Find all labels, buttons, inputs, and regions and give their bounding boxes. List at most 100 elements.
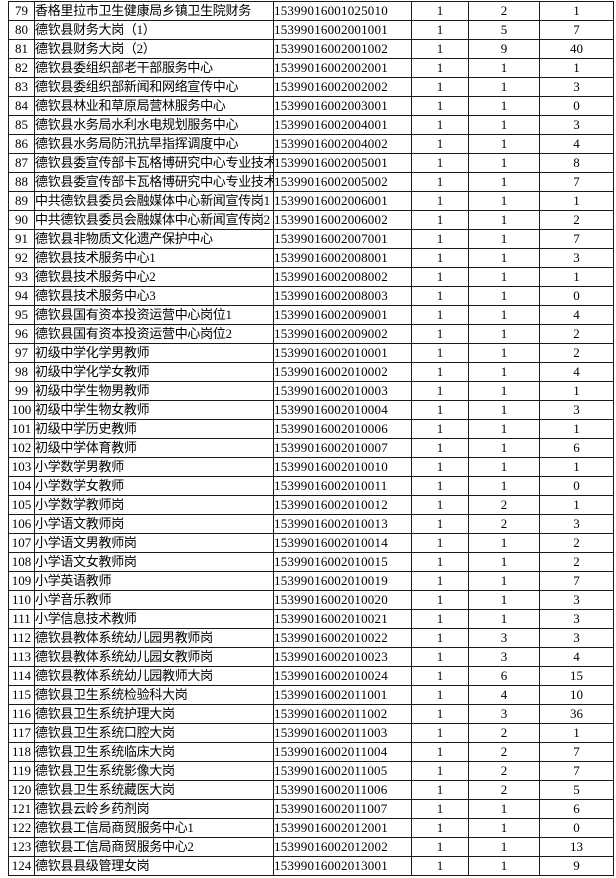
value1-cell: 1 (411, 514, 469, 534)
position-name-cell: 小学信息技术教师 (34, 609, 274, 629)
value1-cell: 1 (411, 210, 469, 230)
row-number-cell: 97 (8, 343, 35, 363)
value1-cell: 1 (411, 628, 469, 648)
row-number-cell: 85 (8, 115, 35, 135)
row-number-cell: 117 (8, 723, 35, 743)
position-name-cell: 初级中学生物女教师 (34, 400, 274, 420)
value2-cell: 2 (468, 1, 540, 21)
row-number-cell: 80 (8, 20, 35, 40)
position-code-cell: 15399016002001002 (273, 39, 412, 59)
value1-cell: 1 (411, 115, 469, 135)
position-code-cell: 15399016002004002 (273, 134, 412, 154)
row-number-cell: 118 (8, 742, 35, 762)
value1-cell: 1 (411, 134, 469, 154)
value3-cell: 2 (539, 533, 614, 553)
row-number-cell: 124 (8, 856, 35, 876)
value1-cell: 1 (411, 77, 469, 97)
value3-cell: 1 (539, 191, 614, 211)
value3-cell: 7 (539, 172, 614, 192)
position-name-cell: 德钦县非物质文化遗产保护中心 (34, 229, 274, 249)
value3-cell: 3 (539, 514, 614, 534)
position-name-cell: 德钦县财务大岗（1） (34, 20, 274, 40)
value2-cell: 4 (468, 685, 540, 705)
position-code-cell: 15399016002010021 (273, 609, 412, 629)
value1-cell: 1 (411, 362, 469, 382)
value1-cell: 1 (411, 457, 469, 477)
row-number-cell: 86 (8, 134, 35, 154)
value2-cell: 1 (468, 400, 540, 420)
value2-cell: 2 (468, 723, 540, 743)
position-code-cell: 15399016002010020 (273, 590, 412, 610)
value2-cell: 1 (468, 324, 540, 344)
table-row: 117 德钦县卫生系统口腔大岗 15399016002011003 1 2 1 (8, 723, 614, 743)
position-code-cell: 15399016002008003 (273, 286, 412, 306)
position-table-body: 79 香格里拉市卫生健康局乡镇卫生院财务 15399016001025010 1… (8, 1, 614, 876)
table-row: 95 德钦县国有资本投资运营中心岗位1 15399016002009001 1 … (8, 305, 614, 325)
position-name-cell: 德钦县卫生系统藏医大岗 (34, 780, 274, 800)
position-name-cell: 小学语文男教师岗 (34, 533, 274, 553)
position-code-cell: 15399016002011007 (273, 799, 412, 819)
table-row: 116 德钦县卫生系统护理大岗 15399016002011002 1 3 36 (8, 704, 614, 724)
value3-cell: 6 (539, 438, 614, 458)
value1-cell: 1 (411, 742, 469, 762)
value1-cell: 1 (411, 20, 469, 40)
row-number-cell: 99 (8, 381, 35, 401)
value3-cell: 0 (539, 286, 614, 306)
table-row: 92 德钦县技术服务中心1 15399016002008001 1 1 3 (8, 248, 614, 268)
value1-cell: 1 (411, 343, 469, 363)
value3-cell: 1 (539, 1, 614, 21)
value2-cell: 3 (468, 647, 540, 667)
row-number-cell: 96 (8, 324, 35, 344)
value3-cell: 3 (539, 400, 614, 420)
position-name-cell: 德钦县工信局商贸服务中心2 (34, 837, 274, 857)
position-code-cell: 15399016002006002 (273, 210, 412, 230)
table-row: 86 德钦县水务局防汛抗旱指挥调度中心 15399016002004002 1 … (8, 134, 614, 154)
row-number-cell: 108 (8, 552, 35, 572)
value2-cell: 3 (468, 704, 540, 724)
row-number-cell: 106 (8, 514, 35, 534)
position-name-cell: 德钦县林业和草原局营林服务中心 (34, 96, 274, 116)
table-row: 102 初级中学体育教师 15399016002010007 1 1 6 (8, 438, 614, 458)
position-name-cell: 初级中学化学女教师 (34, 362, 274, 382)
position-code-cell: 15399016002002001 (273, 58, 412, 78)
row-number-cell: 114 (8, 666, 35, 686)
position-name-cell: 德钦县财务大岗（2） (34, 39, 274, 59)
value2-cell: 5 (468, 20, 540, 40)
row-number-cell: 112 (8, 628, 35, 648)
table-row: 96 德钦县国有资本投资运营中心岗位2 15399016002009002 1 … (8, 324, 614, 344)
value1-cell: 1 (411, 571, 469, 591)
value2-cell: 9 (468, 39, 540, 59)
value3-cell: 10 (539, 685, 614, 705)
value1-cell: 1 (411, 685, 469, 705)
row-number-cell: 123 (8, 837, 35, 857)
value2-cell: 1 (468, 191, 540, 211)
table-row: 106 小学语文教师岗 15399016002010013 1 2 3 (8, 514, 614, 534)
value3-cell: 13 (539, 837, 614, 857)
position-code-cell: 15399016002006001 (273, 191, 412, 211)
value2-cell: 1 (468, 552, 540, 572)
row-number-cell: 93 (8, 267, 35, 287)
position-name-cell: 小学英语教师 (34, 571, 274, 591)
table-row: 101 初级中学历史教师 15399016002010006 1 1 1 (8, 419, 614, 439)
position-code-cell: 15399016002010023 (273, 647, 412, 667)
position-name-cell: 德钦县委宣传部卡瓦格博研究中心专业技术岗2 (34, 172, 274, 192)
value1-cell: 1 (411, 381, 469, 401)
table-row: 94 德钦县技术服务中心3 15399016002008003 1 1 0 (8, 286, 614, 306)
value1-cell: 1 (411, 324, 469, 344)
position-code-cell: 15399016002010011 (273, 476, 412, 496)
row-number-cell: 109 (8, 571, 35, 591)
row-number-cell: 122 (8, 818, 35, 838)
position-code-cell: 15399016002007001 (273, 229, 412, 249)
row-number-cell: 83 (8, 77, 35, 97)
value1-cell: 1 (411, 172, 469, 192)
position-name-cell: 德钦县技术服务中心2 (34, 267, 274, 287)
value3-cell: 7 (539, 761, 614, 781)
position-name-cell: 德钦县工信局商贸服务中心1 (34, 818, 274, 838)
table-row: 100 初级中学生物女教师 15399016002010004 1 1 3 (8, 400, 614, 420)
table-row: 93 德钦县技术服务中心2 15399016002008002 1 1 1 (8, 267, 614, 287)
row-number-cell: 113 (8, 647, 35, 667)
value1-cell: 1 (411, 191, 469, 211)
value2-cell: 1 (468, 571, 540, 591)
position-code-cell: 15399016002010012 (273, 495, 412, 515)
position-code-cell: 15399016002011003 (273, 723, 412, 743)
